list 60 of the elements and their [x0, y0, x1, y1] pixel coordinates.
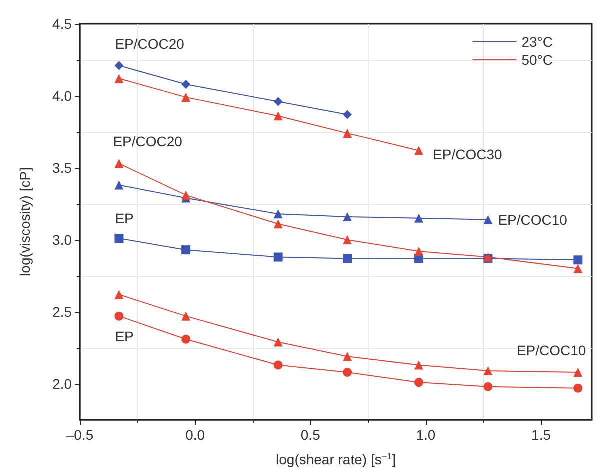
x-tick-label: –0.5	[66, 427, 94, 443]
y-tick-label: 3.0	[52, 232, 72, 248]
point	[182, 334, 191, 344]
point	[274, 360, 283, 370]
point	[414, 247, 424, 256]
point	[484, 382, 493, 392]
point	[343, 352, 352, 362]
y-tick-label: 2.0	[52, 376, 72, 392]
point	[343, 128, 352, 138]
point	[114, 290, 124, 300]
point	[343, 110, 352, 120]
point	[274, 97, 283, 106]
point	[274, 220, 283, 229]
point	[114, 312, 124, 321]
annotation: EP	[115, 210, 134, 227]
legend-label: 23°C	[522, 34, 553, 50]
annotation: EP/COC20	[115, 36, 185, 52]
point	[574, 264, 583, 274]
point	[274, 210, 283, 219]
annotation: EP/COC10	[516, 342, 586, 358]
x-tick-label: 0.5	[300, 427, 321, 443]
point	[114, 74, 124, 84]
point	[484, 366, 493, 376]
y-tick-label: 3.5	[52, 160, 72, 176]
point	[414, 146, 424, 156]
point	[182, 190, 191, 200]
point	[414, 360, 424, 370]
point	[274, 338, 283, 347]
point	[574, 256, 583, 265]
point	[114, 180, 124, 190]
point	[274, 252, 283, 262]
annotation: EP/COC20	[113, 134, 183, 150]
point	[414, 378, 424, 388]
point	[343, 368, 352, 377]
point	[343, 212, 352, 222]
legend-label: 50°C	[522, 52, 553, 68]
y-tick-label: 2.5	[52, 304, 72, 320]
annotation: EP/COC10	[498, 212, 568, 228]
x-tick-label: 1.5	[532, 427, 552, 443]
point	[414, 214, 424, 223]
point	[114, 159, 124, 168]
point	[274, 112, 283, 121]
y-tick-label: 4.0	[52, 88, 72, 104]
point	[343, 236, 352, 244]
point	[114, 234, 124, 244]
annotation: EP	[115, 328, 134, 344]
point	[343, 254, 352, 264]
y-axis-title: log(viscosity) [cP]	[17, 168, 33, 276]
point	[114, 61, 124, 70]
x-tick-label: 1.0	[416, 427, 436, 443]
point	[182, 246, 191, 255]
y-tick-label: 4.5	[52, 16, 72, 32]
point	[574, 368, 583, 377]
point	[574, 384, 583, 393]
point	[182, 312, 191, 321]
point	[484, 215, 493, 224]
x-tick-label: 0.0	[186, 427, 206, 443]
point	[182, 92, 191, 102]
annotation: EP/COC30	[433, 146, 502, 163]
point	[182, 80, 191, 89]
